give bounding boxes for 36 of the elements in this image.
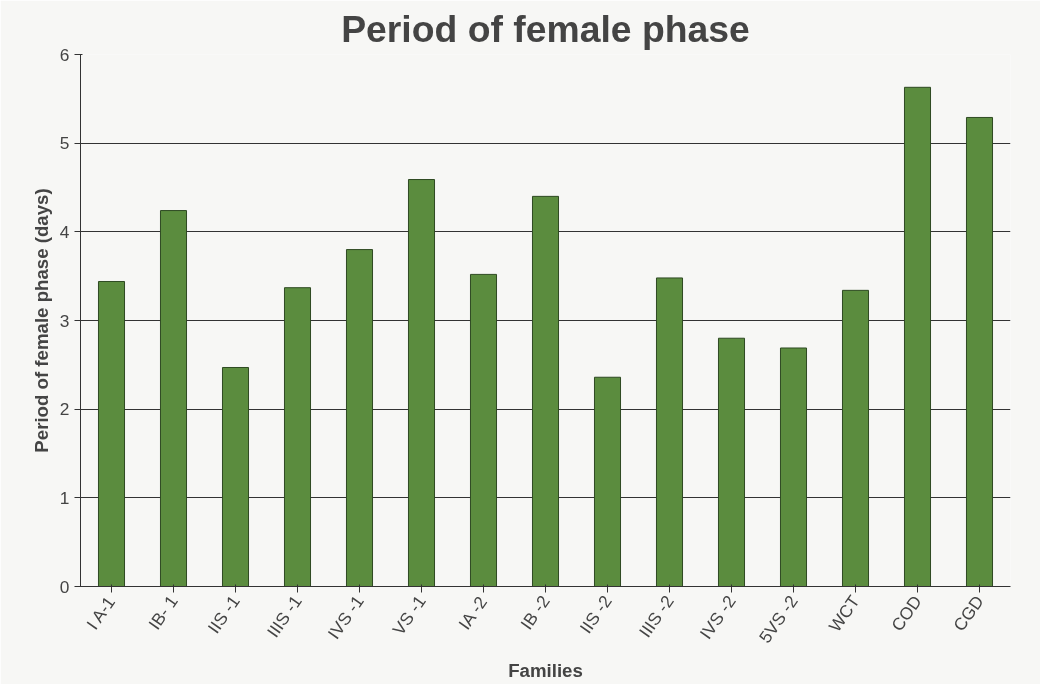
x-tick-label: IIS -2 [575, 591, 616, 638]
x-tick-label: IIS -1 [203, 591, 244, 638]
chart-title: Period of female phase [341, 7, 750, 50]
y-tick-label: 3 [59, 310, 70, 331]
y-tick-label: 5 [59, 133, 70, 154]
bar [345, 249, 374, 587]
y-axis-title: Period of female phase (days) [30, 188, 52, 453]
bar [221, 366, 250, 587]
x-tick-label: IIIS -1 [262, 591, 306, 642]
bar [283, 287, 312, 587]
bar [841, 289, 870, 587]
y-tick-label: 0 [59, 576, 70, 597]
x-axis-title: Families [508, 660, 583, 682]
bar [903, 86, 932, 587]
y-tick-label: 4 [59, 221, 70, 242]
bar [779, 347, 808, 587]
x-tick-label: VS -1 [388, 591, 430, 639]
y-tick-label: 6 [59, 44, 70, 65]
bar [593, 376, 622, 587]
bar [717, 337, 746, 587]
x-tick-label: IA -2 [454, 592, 492, 634]
bar [655, 277, 684, 587]
x-tick-label: IVS -2 [695, 591, 740, 643]
x-tick-label: IIIS -2 [634, 591, 678, 642]
bar [97, 280, 126, 587]
bar [159, 210, 188, 587]
bar [965, 116, 994, 587]
bar [531, 195, 560, 587]
x-tick-label: IB -2 [516, 591, 554, 634]
y-tick-label: 1 [59, 487, 70, 508]
y-tick-label: 2 [59, 399, 70, 420]
x-tick-label: IB- 1 [144, 591, 182, 634]
x-tick-label: I A-1 [82, 592, 120, 634]
bar [469, 273, 498, 587]
bar [407, 179, 436, 587]
x-tick-label: IVS -1 [323, 591, 368, 643]
